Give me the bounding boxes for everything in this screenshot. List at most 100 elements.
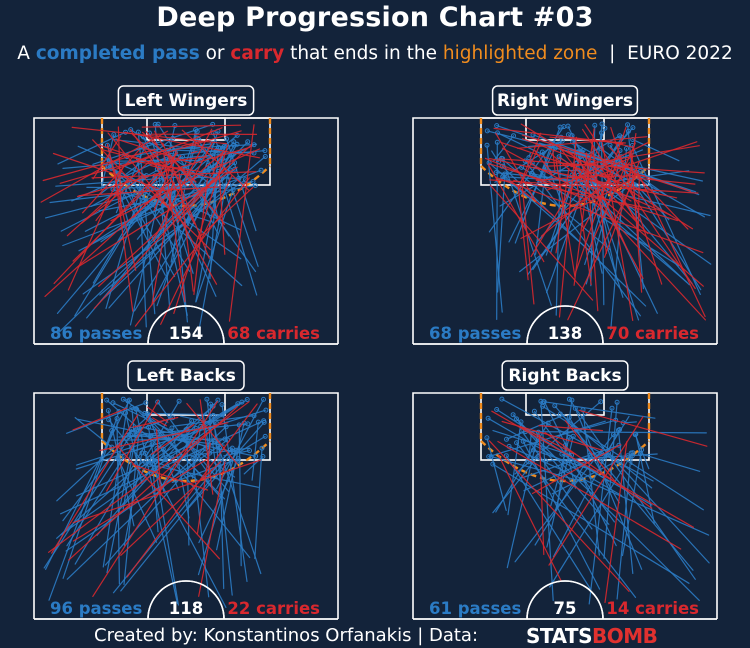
brand-bomb: BOMB [591, 624, 658, 648]
subtitle-zone-word: highlighted zone [442, 43, 598, 64]
pass-end-marker [484, 142, 490, 148]
carry-line [181, 129, 250, 191]
subtitle-pass-word: completed pass [35, 43, 200, 64]
pass-end-marker [111, 132, 117, 138]
pass-end-marker [208, 401, 214, 407]
pass-end-marker [602, 125, 608, 131]
carry-line [520, 179, 535, 305]
carry-line [629, 176, 696, 185]
pass-end-marker [245, 421, 251, 427]
pass-end-marker [234, 132, 240, 138]
pass-end-marker [541, 399, 547, 405]
carry-line [489, 158, 678, 199]
carry-line [102, 149, 215, 180]
pass-end-marker [169, 425, 175, 431]
pass-line [243, 455, 264, 475]
carry-line [78, 186, 219, 197]
pass-end-marker [486, 454, 492, 460]
pass-end-marker [139, 450, 145, 456]
pass-end-marker [105, 408, 111, 414]
pass-line [220, 178, 258, 296]
pass-end-marker [194, 129, 200, 135]
action-lines [484, 396, 710, 605]
carry-line [53, 152, 179, 284]
pass-end-marker [110, 400, 116, 406]
pass-end-marker [232, 166, 238, 172]
pass-end-marker [502, 171, 508, 177]
carry-line [497, 158, 705, 174]
pitch-lines-overlay [413, 305, 717, 345]
pass-end-marker [128, 127, 134, 133]
pass-line [616, 452, 632, 600]
pass-line [148, 464, 259, 488]
carry-line [67, 167, 124, 291]
pass-line [197, 154, 232, 335]
carry-line [198, 461, 226, 597]
carry-line [95, 178, 129, 222]
carry-line [575, 126, 627, 273]
carry-line [196, 187, 254, 240]
footer: Created by: Konstantinos Orfanakis | Dat… [0, 624, 750, 648]
carry-line [561, 149, 591, 188]
pass-end-marker [538, 398, 544, 404]
carry-line [68, 406, 239, 561]
carry-line [552, 150, 556, 173]
passes-count: 68 passes [429, 324, 521, 343]
pass-end-marker [484, 435, 490, 441]
carry-line [495, 132, 537, 202]
carry-line [570, 145, 700, 168]
carry-line [132, 464, 209, 491]
carry-line [534, 149, 553, 176]
pass-end-marker [176, 398, 182, 404]
carry-line [190, 150, 198, 154]
carry-line [141, 124, 242, 128]
carry-line [555, 158, 576, 278]
total-count: 154 [169, 324, 203, 343]
carry-line [40, 130, 169, 203]
pass-end-marker [244, 397, 250, 402]
carry-line [42, 148, 157, 182]
pass-line [219, 447, 225, 590]
panel-title: Right Wingers [497, 91, 633, 111]
pass-line [251, 421, 259, 481]
carries-count: 68 carries [227, 324, 320, 343]
pass-end-marker [616, 442, 622, 448]
pass-end-marker [494, 123, 500, 129]
carry-line [573, 128, 595, 286]
carry-line [578, 409, 708, 447]
panel-title-box [117, 85, 255, 116]
carry-line [66, 154, 158, 237]
pass-end-marker [484, 128, 490, 134]
pass-end-marker [143, 400, 149, 406]
pass-end-marker [189, 418, 195, 424]
carry-line [160, 174, 233, 325]
carry-line [106, 399, 159, 492]
pass-line [191, 425, 202, 479]
pass-line [532, 449, 597, 473]
carry-line [630, 152, 643, 293]
pass-line [119, 185, 166, 276]
pass-end-marker [625, 128, 631, 134]
pass-line [133, 447, 158, 487]
pass-end-marker [155, 399, 161, 405]
carry-line [587, 142, 636, 252]
brand-stats: STATS [526, 624, 592, 648]
pass-line [65, 402, 147, 434]
carry-line [91, 171, 257, 179]
pass-end-marker [616, 427, 621, 433]
pass-line [212, 156, 217, 209]
pass-end-marker [599, 121, 605, 127]
pass-line [48, 430, 113, 601]
carry-line [228, 124, 255, 322]
carry-line [513, 179, 656, 211]
highlighted-zone [100, 393, 272, 483]
pass-line [74, 186, 154, 317]
carry-line [154, 130, 164, 147]
carry-line [150, 164, 177, 173]
pass-line [568, 182, 688, 283]
carry-line [546, 157, 631, 191]
pass-line [488, 162, 596, 256]
pass-line [497, 173, 506, 293]
carry-line [124, 131, 261, 159]
carry-line [522, 143, 541, 180]
